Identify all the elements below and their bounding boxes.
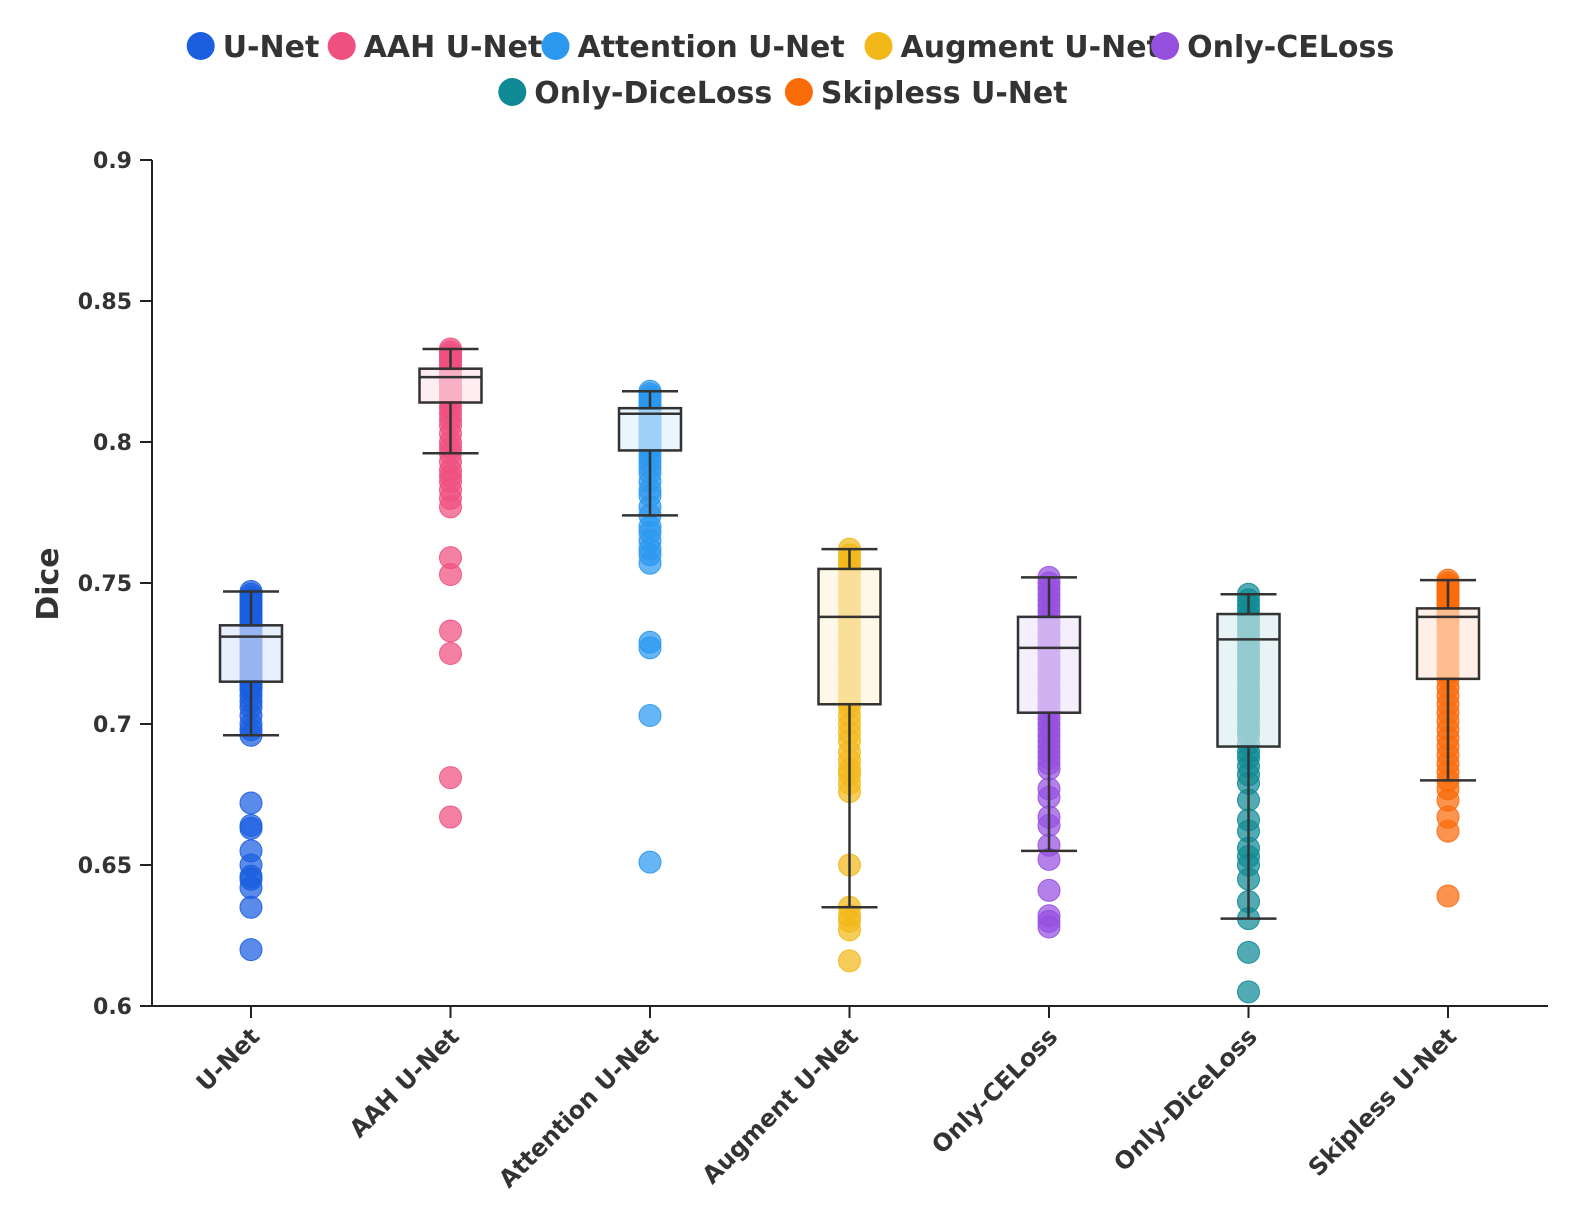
box-fill (221, 626, 281, 681)
data-point (439, 766, 462, 790)
legend-label: U-Net (223, 30, 320, 65)
data-point (439, 495, 462, 519)
box-attention-u-net (617, 389, 683, 517)
data-point (439, 619, 462, 643)
box-only-celoss (1016, 576, 1082, 853)
legend-label: Skipless U-Net (821, 76, 1068, 111)
legend-swatch (784, 78, 813, 106)
box-fill (1219, 615, 1278, 746)
axes: 0.6 0.65 0.7 0.75 0.8 0.85 0.9 U-Net AAH U-Net At… (78, 149, 1548, 1193)
legend-swatch (327, 32, 356, 60)
data-point (239, 938, 263, 962)
y-tick-label: 0.9 (93, 149, 132, 174)
box-u-net (218, 590, 284, 737)
legend-swatch (864, 32, 893, 60)
data-point (638, 850, 662, 874)
data-point (239, 876, 263, 900)
y-tick-label: 0.7 (93, 713, 132, 738)
legend: U-Net AAH U-Net Attention U-Net Augment U-N… (186, 30, 1394, 111)
box-fill (1418, 609, 1478, 678)
box-fill (620, 409, 680, 449)
x-tick-label: Attention U-Net (493, 1022, 664, 1193)
y-axis-title: Dice (31, 547, 66, 620)
data-point (638, 704, 662, 728)
legend-label: Only-DiceLoss (534, 76, 772, 111)
x-tick-label: AAH U-Net (344, 1022, 465, 1143)
legend-item: Only-DiceLoss (498, 76, 772, 111)
box-augment-u-net (817, 547, 882, 909)
legend-swatch (186, 32, 215, 60)
box-aah-u-net (418, 347, 483, 455)
legend-item: Only-CELoss (1151, 30, 1394, 65)
x-tick-label: U-Net (191, 1022, 265, 1096)
box-plots (218, 347, 1481, 920)
legend-swatch (498, 78, 527, 106)
y-tick-label: 0.6 (93, 995, 132, 1020)
data-point (1037, 878, 1061, 902)
legend-swatch (1151, 32, 1180, 60)
y-tick-label: 0.75 (78, 572, 132, 597)
y-tick-label: 0.8 (93, 431, 132, 456)
box-fill (1019, 618, 1079, 712)
data-point (439, 805, 462, 829)
data-point (638, 636, 662, 660)
legend-swatch (541, 32, 570, 60)
legend-label: Only-CELoss (1187, 30, 1394, 65)
data-point (1237, 940, 1260, 964)
x-tick-label: Only-CELoss (926, 1022, 1063, 1159)
x-tick-label: Skipless U-Net (1303, 1022, 1462, 1181)
legend-label: AAH U-Net (364, 30, 543, 65)
data-point (838, 949, 861, 973)
box-skipless-u-net (1415, 578, 1481, 782)
legend-label: Attention U-Net (578, 30, 845, 65)
data-point (239, 895, 263, 919)
y-tick-label: 0.85 (78, 290, 132, 315)
data-point (439, 563, 462, 587)
data-point (1037, 915, 1061, 939)
legend-item: Augment U-Net (864, 30, 1161, 65)
legend-label: Augment U-Net (901, 30, 1161, 65)
data-point (1237, 980, 1260, 1004)
legend-item: Skipless U-Net (784, 76, 1068, 111)
y-tick-label: 0.65 (78, 854, 132, 879)
data-point (239, 816, 263, 840)
legend-item: U-Net (186, 30, 320, 65)
legend-item: Attention U-Net (541, 30, 845, 65)
legend-item: AAH U-Net (327, 30, 543, 65)
data-point (439, 642, 462, 665)
data-point (239, 791, 263, 815)
data-point (838, 918, 861, 942)
x-tick-label: Augment U-Net (697, 1022, 864, 1189)
box-fill (820, 570, 879, 703)
data-point (638, 551, 662, 575)
data-point (1436, 819, 1460, 843)
box-only-diceloss (1216, 593, 1281, 920)
x-tick-label: Only-DiceLoss (1108, 1022, 1262, 1176)
box-fill (421, 370, 480, 402)
data-point (1436, 884, 1460, 908)
